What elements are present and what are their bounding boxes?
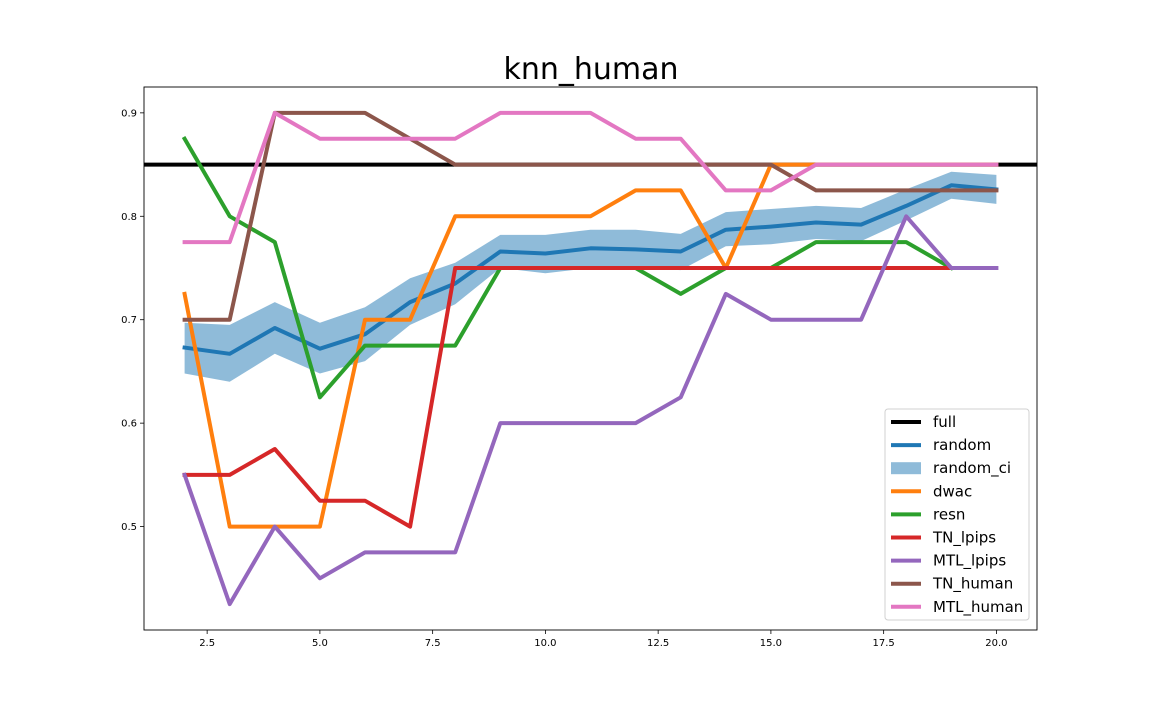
x-tick-label: 10.0 bbox=[534, 638, 556, 649]
y-tick-label: 0.7 bbox=[121, 315, 137, 326]
series-tn-human-line bbox=[182, 110, 999, 322]
series-random-line bbox=[182, 183, 999, 356]
x-tick-label: 5.0 bbox=[312, 638, 328, 649]
legend-label-full: full bbox=[933, 413, 956, 431]
y-tick-label: 0.5 bbox=[121, 522, 137, 533]
series-mtl-lpips-line bbox=[182, 214, 999, 607]
legend-label-mtl-human: MTL_human bbox=[933, 598, 1023, 617]
legend-frame bbox=[884, 408, 1030, 621]
y-axis: 0.5 0.6 0.7 0.8 0.9 bbox=[121, 108, 144, 533]
chart-title: knn_human bbox=[503, 52, 678, 87]
axes-frame bbox=[143, 86, 1038, 631]
series-tn-lpips-line bbox=[182, 266, 954, 529]
legend-label-tn-lpips: TN_lpips bbox=[932, 529, 996, 548]
y-tick-label: 0.9 bbox=[121, 108, 137, 119]
legend-swatch-random-ci bbox=[891, 462, 921, 475]
y-tick-label: 0.8 bbox=[121, 212, 137, 223]
legend-label-dwac: dwac bbox=[933, 482, 972, 500]
legend-label-tn-human: TN_human bbox=[932, 575, 1013, 594]
x-axis: 2.5 5.0 7.5 10.0 12.5 15.0 17.5 20.0 bbox=[199, 630, 1008, 649]
legend-label-mtl-lpips: MTL_lpips bbox=[933, 552, 1006, 571]
y-tick-label: 0.6 bbox=[121, 419, 137, 430]
x-tick-label: 12.5 bbox=[647, 638, 669, 649]
legend-label-random: random bbox=[933, 436, 991, 454]
x-tick-label: 17.5 bbox=[873, 638, 895, 649]
plot-area bbox=[144, 110, 1037, 607]
x-tick-label: 15.0 bbox=[760, 638, 782, 649]
x-tick-label: 20.0 bbox=[985, 638, 1007, 649]
x-tick-label: 7.5 bbox=[425, 638, 441, 649]
legend-label-random-ci: random_ci bbox=[933, 459, 1011, 478]
legend-label-resn: resn bbox=[933, 505, 965, 523]
x-tick-label: 2.5 bbox=[199, 638, 215, 649]
series-mtl-human-line bbox=[182, 110, 999, 245]
